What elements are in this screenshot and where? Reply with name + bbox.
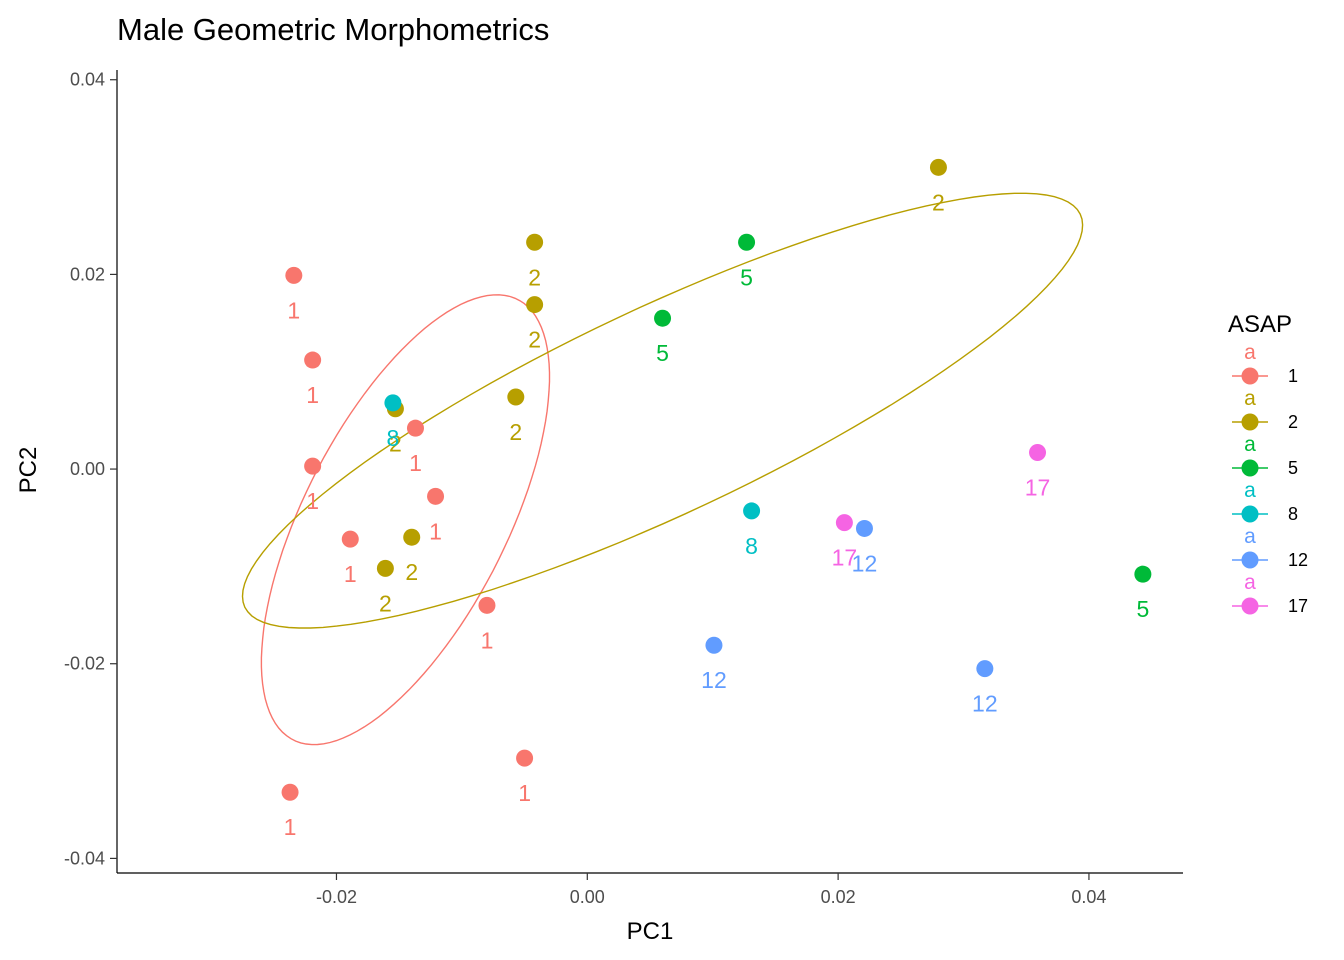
point-group-8 xyxy=(743,502,761,520)
legend-label-2: 2 xyxy=(1288,412,1298,432)
legend-key-point xyxy=(1241,459,1259,477)
x-tick-label: 0.02 xyxy=(821,887,856,907)
x-tick-label: 0.04 xyxy=(1071,887,1106,907)
legend-key-point xyxy=(1241,367,1259,385)
ellipse-group-2 xyxy=(241,192,1084,629)
point-label: 1 xyxy=(306,382,319,408)
point-group-12 xyxy=(855,519,873,537)
point-label: 1 xyxy=(287,297,300,323)
point-group-17 xyxy=(835,514,853,532)
point-group-2 xyxy=(526,296,544,314)
point-label: 1 xyxy=(284,814,297,840)
point-label: 2 xyxy=(932,189,945,215)
point-label: 2 xyxy=(528,327,541,353)
x-tick-label: -0.02 xyxy=(316,887,357,907)
point-group-1 xyxy=(516,749,534,767)
point-group-8 xyxy=(384,394,402,412)
point-label: 2 xyxy=(405,559,418,585)
point-label: 1 xyxy=(429,518,442,544)
point-group-1 xyxy=(304,457,322,475)
point-group-1 xyxy=(281,783,299,801)
point-group-2 xyxy=(376,559,394,577)
y-tick-label: 0.04 xyxy=(70,70,105,90)
point-group-12 xyxy=(705,636,723,654)
point-group-5 xyxy=(654,309,672,327)
point-label: 1 xyxy=(306,488,319,514)
point-label: 1 xyxy=(344,561,357,587)
ellipse-group-1 xyxy=(260,294,551,746)
y-axis-title: PC2 xyxy=(15,447,42,494)
confidence-ellipses xyxy=(241,192,1084,746)
legend-key-point xyxy=(1241,413,1259,431)
x-axis-title: PC1 xyxy=(627,918,674,945)
y-tick-label: -0.04 xyxy=(64,848,105,868)
point-group-2 xyxy=(507,388,525,406)
legend-key-point xyxy=(1241,597,1259,615)
legend-items: a 1 a 2 a 5 a 8 a 12 a 17 xyxy=(1232,341,1308,616)
point-group-1 xyxy=(427,487,445,505)
legend-key-point xyxy=(1241,551,1259,569)
point-group-12 xyxy=(976,660,994,678)
y-tick-label: 0.00 xyxy=(70,459,105,479)
point-label: 17 xyxy=(832,545,858,571)
point-group-1 xyxy=(341,530,359,548)
point-group-1 xyxy=(478,596,496,614)
point-label: 2 xyxy=(509,419,522,445)
point-group-2 xyxy=(526,233,544,251)
point-label: 2 xyxy=(379,590,392,616)
point-label: 5 xyxy=(656,340,669,366)
point-label: 1 xyxy=(409,450,422,476)
point-group-2 xyxy=(403,528,421,546)
legend-key-letter: a xyxy=(1244,525,1256,548)
axes: -0.02 0.00 0.02 0.04 -0.04 -0.02 0.00 0.02 0.04 xyxy=(64,70,1183,907)
point-label: 17 xyxy=(1025,475,1051,501)
chart-title: Male Geometric Morphometrics xyxy=(117,12,549,47)
legend-label-8: 8 xyxy=(1288,504,1298,524)
point-group-5 xyxy=(738,233,756,251)
point-group-1 xyxy=(304,351,322,369)
legend-title: ASAP xyxy=(1228,311,1292,338)
point-label: 12 xyxy=(701,667,727,693)
point-label: 5 xyxy=(1136,596,1149,622)
point-label: 2 xyxy=(389,431,402,457)
legend-label-1: 1 xyxy=(1288,366,1298,386)
legend-key-letter: a xyxy=(1244,571,1256,594)
point-label: 5 xyxy=(740,264,753,290)
y-tick-label: 0.02 xyxy=(70,264,105,284)
point-label: 8 xyxy=(387,425,400,451)
point-label: 12 xyxy=(972,691,998,717)
point-label: 12 xyxy=(852,550,878,576)
x-tick-label: 0.00 xyxy=(570,887,605,907)
legend-key-letter: a xyxy=(1244,433,1256,456)
point-label: 1 xyxy=(518,780,531,806)
y-tick-label: -0.02 xyxy=(64,654,105,674)
point-group-1 xyxy=(406,419,424,437)
legend-key-letter: a xyxy=(1244,387,1256,410)
legend-key-point xyxy=(1241,505,1259,523)
point-group-5 xyxy=(1134,565,1152,583)
point-label: 8 xyxy=(745,533,758,559)
legend-key-letter: a xyxy=(1244,341,1256,364)
point-group-17 xyxy=(1029,444,1047,462)
point-group-2 xyxy=(929,158,947,176)
data-points xyxy=(281,158,1152,801)
point-label: 2 xyxy=(528,264,541,290)
legend-label-5: 5 xyxy=(1288,458,1298,478)
legend-key-letter: a xyxy=(1244,479,1256,502)
legend-label-17: 17 xyxy=(1288,596,1308,616)
point-label: 1 xyxy=(481,627,494,653)
point-group-1 xyxy=(285,266,303,284)
legend: ASAP a 1 a 2 a 5 a 8 a 12 a 17 xyxy=(1228,311,1308,616)
legend-label-12: 12 xyxy=(1288,550,1308,570)
